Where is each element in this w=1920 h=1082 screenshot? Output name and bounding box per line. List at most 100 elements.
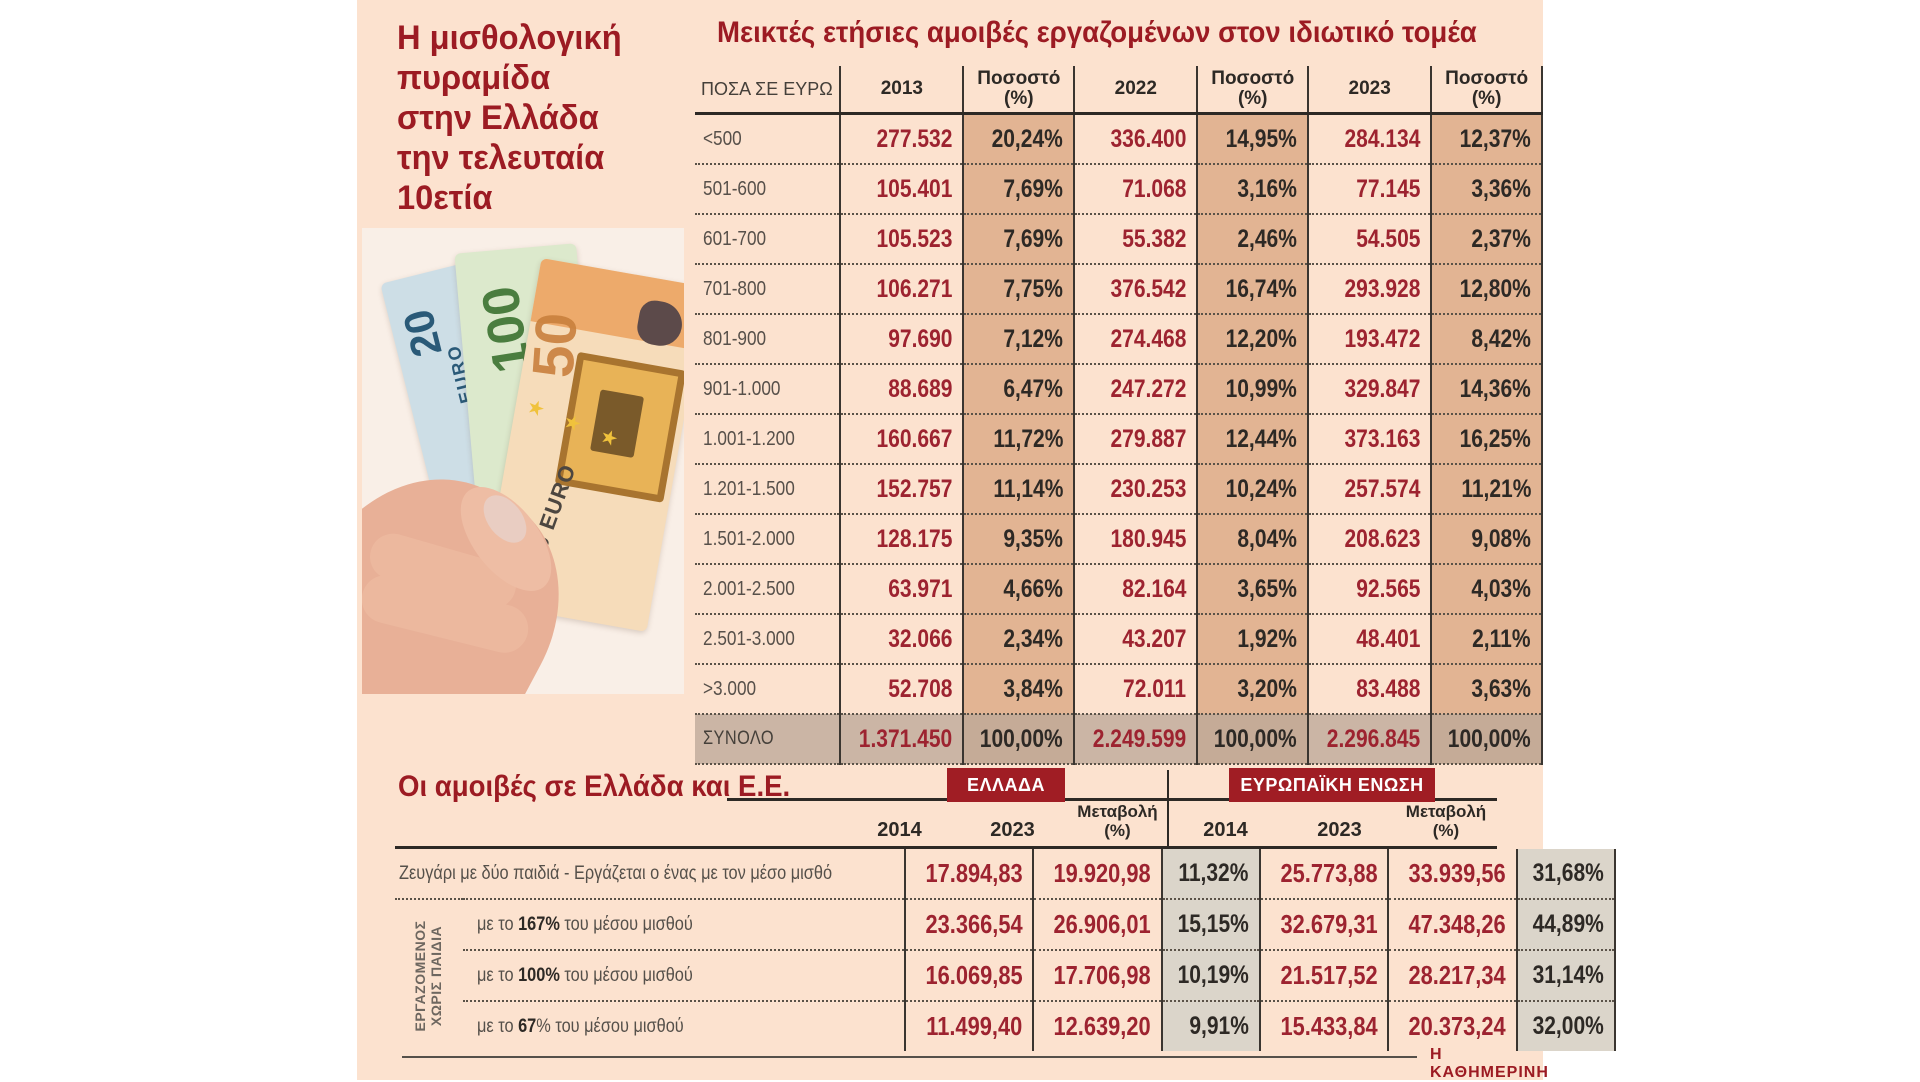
cell-text: 48.401: [1356, 624, 1421, 653]
eu-badge: ΕΥΡΩΠΑΪΚΗ ΕΝΩΣΗ: [1229, 768, 1435, 802]
value-cell: 247.272: [1073, 363, 1198, 414]
cell-text: 72.011: [1123, 674, 1187, 703]
value-cell: 12.639,20: [1032, 1000, 1162, 1051]
cell-text: 9,35%: [1003, 524, 1064, 553]
salary-range-cell: 501-600: [695, 163, 841, 214]
cell-text: 2.296.845: [1326, 724, 1421, 753]
percent-cell: 1,92%: [1196, 613, 1309, 664]
value-cell: 284.134: [1307, 113, 1432, 164]
salary-range-cell: 801-900: [695, 313, 841, 364]
table-row: 501-600 105.401 7,69% 71.068 3,16% 77.145 3,36…: [695, 163, 1543, 214]
cell-text: 97.690: [888, 324, 953, 353]
salary-range-cell: ΣΥΝΟΛΟ: [695, 713, 841, 765]
cell-text: 1.501-2.000: [703, 527, 795, 550]
percent-cell: 10,24%: [1196, 463, 1309, 514]
table-row: 701-800 106.271 7,75% 376.542 16,74% 293.928 1…: [695, 263, 1543, 314]
cell-text: 17.706,98: [1053, 960, 1151, 990]
cell-text: 8,42%: [1471, 324, 1531, 353]
percent-cell: 11,21%: [1430, 463, 1543, 514]
value-cell: 77.145: [1307, 163, 1432, 214]
cell-text: 100,00%: [1214, 724, 1298, 753]
column-header: 2023: [1307, 66, 1432, 115]
comparison-row: Ζευγάρι με δύο παιδιά - Εργάζεται ο ένας…: [395, 849, 1616, 899]
column-header: 2022: [1073, 66, 1198, 115]
cell-text: 83.488: [1356, 674, 1421, 703]
value-cell: 83.488: [1307, 663, 1432, 714]
banknote-20-value: 20: [393, 304, 451, 362]
cell-text: 376.542: [1110, 274, 1187, 303]
percent-cell: 14,36%: [1430, 363, 1543, 414]
value-cell: 47.348,26: [1387, 898, 1518, 950]
cell-text: 55.382: [1122, 224, 1187, 253]
cell-text: 208.623: [1344, 524, 1421, 553]
value-cell: 208.623: [1307, 513, 1432, 564]
value-cell: 373.163: [1307, 413, 1432, 464]
cell-text: >3.000: [703, 677, 757, 700]
cell-text: 20.373,24: [1408, 1011, 1507, 1041]
comparison-column-header: 2023: [1317, 819, 1362, 841]
cell-text: <500: [703, 127, 742, 150]
percent-cell: 2,11%: [1430, 613, 1543, 664]
cell-text: 6,47%: [1003, 374, 1064, 403]
salary-range-cell: 2.001-2.500: [695, 563, 841, 614]
table-row: 1.501-2.000 128.175 9,35% 180.945 8,04% 208.6…: [695, 513, 1543, 564]
change-percent-cell: 9,91%: [1160, 1000, 1260, 1051]
cell-text: 2.001-2.500: [703, 577, 795, 600]
value-cell: 48.401: [1307, 613, 1432, 664]
table-row: 901-1.000 88.689 6,47% 247.272 10,99% 329.847…: [695, 363, 1543, 414]
percent-cell: 10,99%: [1196, 363, 1309, 414]
cell-text: 47.348,26: [1408, 909, 1507, 939]
cell-text: 4,03%: [1471, 574, 1531, 603]
greece-badge: ΕΛΛΑΔΑ: [947, 768, 1065, 802]
cell-text: 54.505: [1356, 224, 1421, 253]
cell-text: 14,95%: [1225, 124, 1298, 153]
group-header-rule: [727, 798, 1497, 801]
cell-text: 3,16%: [1237, 174, 1298, 203]
cell-text: 1.001-1.200: [703, 427, 795, 450]
cell-text: 63.971: [888, 574, 953, 603]
value-cell: 11.499,40: [903, 1000, 1034, 1051]
cell-text: 3,63%: [1471, 674, 1531, 703]
value-cell: 193.472: [1307, 313, 1432, 364]
percent-cell: 2,46%: [1196, 213, 1309, 264]
value-cell: 160.667: [839, 413, 964, 464]
infographic-title: Η μισθολογική πυραμίδα στην Ελλάδα την τ…: [397, 19, 622, 217]
cell-text: 160.667: [876, 424, 953, 453]
cell-text: 2,34%: [1003, 624, 1064, 653]
percent-cell: 100,00%: [1430, 713, 1543, 765]
salary-range-cell: >3.000: [695, 663, 841, 714]
percent-cell: 3,63%: [1430, 663, 1543, 714]
cell-text: 52.708: [888, 674, 953, 703]
value-cell: 97.690: [839, 313, 964, 364]
value-cell: 106.271: [839, 263, 964, 314]
cell-text: 10,19%: [1177, 961, 1249, 989]
cell-text: 15.433,84: [1280, 1011, 1378, 1041]
header-row: ΠΟΣΑ ΣΕ ΕΥΡΩ 2013 Ποσοστό (%) 2022 Ποσοστό (…: [695, 66, 1543, 115]
percent-cell: 20,24%: [962, 113, 1075, 164]
column-header: Ποσοστό (%): [962, 66, 1075, 115]
cell-text: 105.401: [876, 174, 953, 203]
salary-range-cell: 1.201-1.500: [695, 463, 841, 514]
percent-cell: 12,80%: [1430, 263, 1543, 314]
value-cell: 72.011: [1073, 663, 1198, 714]
cell-text: 1.371.450: [859, 724, 953, 753]
cell-text: 8,04%: [1237, 524, 1298, 553]
percent-cell: 16,25%: [1430, 413, 1543, 464]
row-label-cell: με το 100% του μέσου μισθού: [463, 949, 905, 1001]
value-cell: 279.887: [1073, 413, 1198, 464]
cell-text: 2.501-3.000: [703, 627, 795, 650]
percent-cell: 100,00%: [1196, 713, 1309, 765]
cell-text: 11,21%: [1460, 474, 1531, 503]
salary-range-cell: 701-800: [695, 263, 841, 314]
percent-cell: 12,37%: [1430, 113, 1543, 164]
value-cell: 43.207: [1073, 613, 1198, 664]
value-cell: 52.708: [839, 663, 964, 714]
row-label-cell: Ζευγάρι με δύο παιδιά - Εργάζεται ο ένας…: [395, 849, 905, 899]
percent-cell: 2,37%: [1430, 213, 1543, 264]
percent-cell: 7,75%: [962, 263, 1075, 314]
change-percent-cell: 31,14%: [1516, 949, 1616, 1001]
value-cell: 82.164: [1073, 563, 1198, 614]
column-header: 2013: [839, 66, 964, 115]
cell-text: 373.163: [1344, 424, 1421, 453]
percent-cell: 7,69%: [962, 163, 1075, 214]
